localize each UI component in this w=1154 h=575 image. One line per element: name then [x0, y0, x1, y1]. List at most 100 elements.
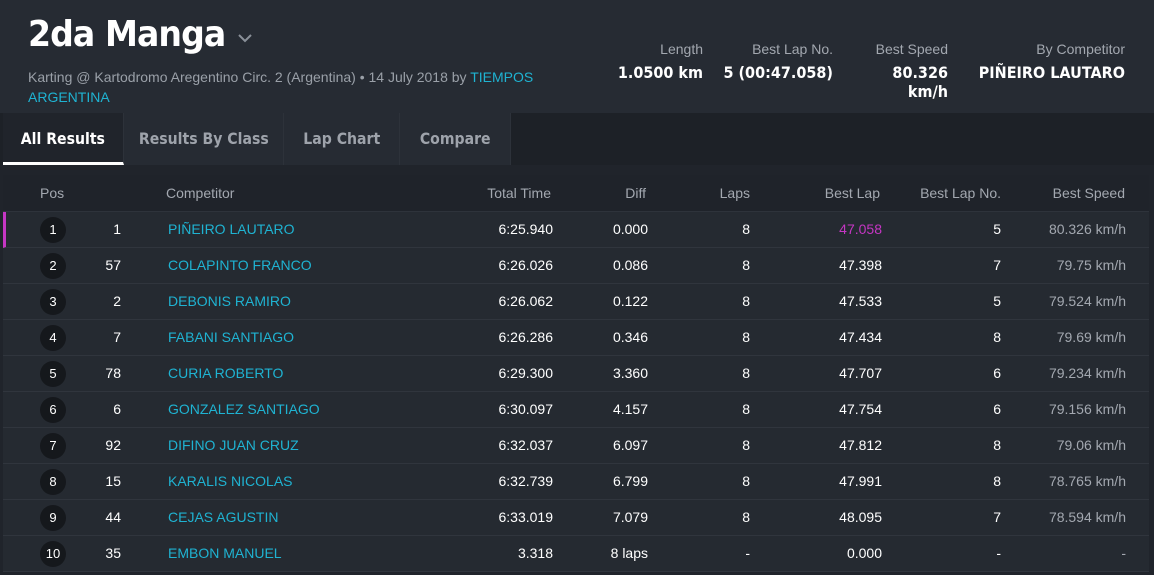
competitor-link[interactable]: COLAPINTO FRANCO: [168, 257, 312, 273]
competitor-link[interactable]: KARALIS NICOLAS: [168, 473, 293, 489]
table-row[interactable]: 3 2 DEBONIS RAMIRO 6:26.062 0.122 8 47.533 5 79.…: [3, 284, 1149, 320]
diff: 4.157: [612, 401, 648, 417]
col-best-lap[interactable]: Best Lap: [824, 185, 880, 201]
total-time: 6:30.097: [498, 401, 554, 417]
best-lap-no: 6: [993, 401, 1001, 417]
table-row[interactable]: 2 57 COLAPINTO FRANCO 6:26.026 0.086 8 47.398 7…: [3, 248, 1149, 284]
stat-best-lap-no: Best Lap No. 5 (00:47.058): [710, 41, 833, 82]
competitor-link[interactable]: DEBONIS RAMIRO: [168, 293, 291, 309]
position-badge: 3: [40, 289, 66, 315]
table-row[interactable]: 8 15 KARALIS NICOLAS 6:32.739 6.799 8 47.991 8 7…: [3, 464, 1149, 500]
best-speed: 79.234 km/h: [1048, 365, 1126, 381]
stat-label: Best Lap No.: [752, 41, 833, 57]
best-lap: 47.533: [839, 293, 882, 309]
stat-best-speed: Best Speed 80.326 km/h: [840, 41, 948, 101]
best-lap-no: 5: [993, 293, 1001, 309]
tab-lap-chart[interactable]: Lap Chart: [284, 113, 400, 165]
results-tabs: All Results Results By Class Lap Chart C…: [0, 113, 1154, 165]
best-speed: 79.524 km/h: [1048, 293, 1126, 309]
stat-value: 1.0500 km: [617, 63, 703, 82]
table-row[interactable]: 7 92 DIFINO JUAN CRUZ 6:32.037 6.097 8 47.812 8…: [3, 428, 1149, 464]
tab-compare[interactable]: Compare: [400, 113, 511, 165]
total-time: 6:26.026: [498, 257, 554, 273]
col-best-speed[interactable]: Best Speed: [1052, 185, 1125, 201]
event-header: 2da Manga Karting @ Kartodromo Aregentin…: [0, 0, 1154, 113]
total-time: 6:29.300: [498, 365, 554, 381]
laps: 8: [742, 329, 750, 345]
competitor-link[interactable]: CURIA ROBERTO: [168, 365, 284, 381]
col-diff[interactable]: Diff: [625, 185, 646, 201]
best-speed: 79.69 km/h: [1056, 329, 1126, 345]
chevron-down-icon[interactable]: [236, 32, 254, 44]
laps: 8: [742, 257, 750, 273]
stat-label: Best Speed: [875, 41, 948, 57]
best-lap-no: 5: [993, 221, 1001, 237]
best-lap-no: 7: [993, 257, 1001, 273]
competitor-link[interactable]: PIÑEIRO LAUTARO: [168, 221, 295, 237]
tab-label: All Results: [20, 129, 106, 148]
col-best-lap-no[interactable]: Best Lap No.: [920, 185, 1001, 201]
competitor-link[interactable]: FABANI SANTIAGO: [168, 329, 295, 345]
position-badge: 7: [40, 433, 66, 459]
best-lap: 47.398: [839, 257, 882, 273]
kart-number: 7: [113, 329, 121, 345]
kart-number: 2: [113, 293, 121, 309]
best-lap-no: -: [996, 545, 1001, 561]
laps: 8: [742, 509, 750, 525]
kart-number: 35: [105, 545, 121, 561]
table-row[interactable]: 4 7 FABANI SANTIAGO 6:26.286 0.346 8 47.434 8 79…: [3, 320, 1149, 356]
competitor-link[interactable]: CEJAS AGUSTIN: [168, 509, 279, 525]
best-speed: 79.75 km/h: [1056, 257, 1126, 273]
table-row[interactable]: 5 78 CURIA ROBERTO 6:29.300 3.360 8 47.707 6 79.…: [3, 356, 1149, 392]
title-row[interactable]: 2da Manga: [28, 14, 254, 55]
stat-label: Length: [660, 41, 703, 57]
stat-length: Length 1.0500 km: [600, 41, 703, 82]
laps: 8: [742, 221, 750, 237]
laps: 8: [742, 293, 750, 309]
total-time: 6:32.739: [498, 473, 554, 489]
best-lap: 0.000: [846, 545, 882, 561]
col-pos[interactable]: Pos: [40, 185, 65, 201]
col-total-time[interactable]: Total Time: [487, 185, 551, 201]
table-body: 1 1 PIÑEIRO LAUTARO 6:25.940 0.000 8 47.058 5 80…: [3, 212, 1149, 572]
position-badge: 4: [40, 325, 66, 351]
position-badge: 2: [40, 253, 66, 279]
kart-number: 57: [105, 257, 121, 273]
laps: 8: [742, 365, 750, 381]
best-speed: 78.594 km/h: [1048, 509, 1126, 525]
best-lap: 47.991: [839, 473, 882, 489]
position-badge: 5: [40, 361, 66, 387]
table-row[interactable]: 10 35 EMBON MANUEL 3.318 8 laps - 0.000 - -: [3, 536, 1149, 572]
total-time: 3.318: [517, 545, 553, 561]
page-title: 2da Manga: [28, 14, 226, 55]
stat-by-competitor: By Competitor PIÑEIRO LAUTARO: [960, 41, 1125, 82]
competitor-link[interactable]: GONZALEZ SANTIAGO: [168, 401, 320, 417]
diff: 0.086: [612, 257, 648, 273]
stat-value: 5 (00:47.058): [723, 63, 833, 82]
diff: 6.799: [612, 473, 648, 489]
table-row[interactable]: 9 44 CEJAS AGUSTIN 6:33.019 7.079 8 48.095 7 78.…: [3, 500, 1149, 536]
position-badge: 6: [40, 397, 66, 423]
event-subtitle: Karting @ Kartodromo Aregentino Circ. 2 …: [28, 67, 568, 107]
total-time: 6:26.286: [498, 329, 554, 345]
stat-value: PIÑEIRO LAUTARO: [978, 63, 1125, 82]
table-row[interactable]: 1 1 PIÑEIRO LAUTARO 6:25.940 0.000 8 47.058 5 80…: [3, 212, 1149, 248]
organizer-link[interactable]: TIEMPOS ARGENTINA: [28, 69, 534, 105]
best-lap: 47.812: [839, 437, 882, 453]
tab-results-by-class[interactable]: Results By Class: [124, 113, 284, 165]
table-row[interactable]: 6 6 GONZALEZ SANTIAGO 6:30.097 4.157 8 47.754 6…: [3, 392, 1149, 428]
diff: 8 laps: [610, 545, 648, 561]
total-time: 6:33.019: [498, 509, 554, 525]
tab-all-results[interactable]: All Results: [3, 113, 124, 165]
position-badge: 8: [40, 469, 66, 495]
laps: -: [745, 545, 750, 561]
col-competitor[interactable]: Competitor: [166, 185, 235, 201]
competitor-link[interactable]: DIFINO JUAN CRUZ: [168, 437, 299, 453]
col-laps[interactable]: Laps: [719, 185, 750, 201]
best-lap-no: 6: [993, 365, 1001, 381]
results-table: Pos Competitor Total Time Diff Laps Best…: [3, 175, 1149, 572]
best-speed: 79.156 km/h: [1048, 401, 1126, 417]
kart-number: 78: [105, 365, 121, 381]
competitor-link[interactable]: EMBON MANUEL: [168, 545, 282, 561]
best-speed: 79.06 km/h: [1056, 437, 1126, 453]
